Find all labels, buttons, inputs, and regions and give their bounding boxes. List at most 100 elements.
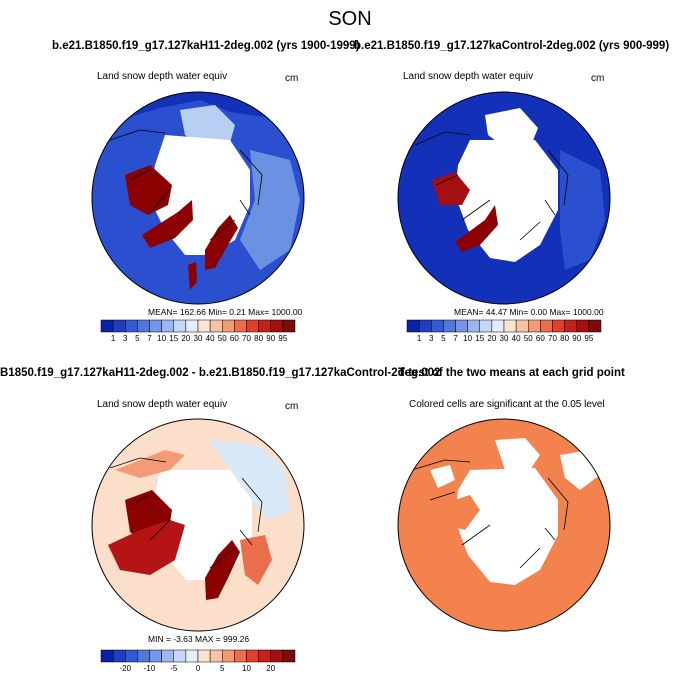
colorbar-tick-label: 40 (511, 334, 521, 343)
colorbar-swatch (431, 319, 444, 333)
ttest-polar-map (398, 419, 610, 631)
colorbar-swatch (576, 319, 590, 333)
colorbar-tick-label: -20 (119, 664, 132, 673)
colorbar-swatch (588, 319, 602, 333)
colorbar-tick-label: 10 (463, 334, 473, 343)
colorbar-swatch (222, 649, 235, 663)
colorbar-tick-label: 30 (193, 334, 203, 343)
colorbar-tick-label: 60 (535, 334, 545, 343)
colorbar-tick-label: 10 (157, 334, 167, 343)
colorbar-tick-label: 7 (147, 334, 152, 343)
colorbar-tick-label: 15 (475, 334, 485, 343)
colorbar-tick-label: 90 (266, 334, 276, 343)
case-panel-title: b.e21.B1850.f19_g17.127kaH11-2deg.002 (y… (52, 40, 360, 52)
colorbar-tick-label: 30 (499, 334, 509, 343)
colorbar-tick-label: 20 (487, 334, 497, 343)
control-panel-title: b.e21.B1850.f19_g17.127kaControl-2deg.00… (354, 40, 670, 52)
diff-panel-title: B1850.f19_g17.127kaH11-2deg.002 - b.e21.… (0, 367, 441, 379)
colorbar-tick-label: 1 (416, 334, 422, 343)
case-stats: MEAN= 162.66 Min= 0.21 Max= 1000.00 (148, 307, 303, 317)
colorbar-swatch (209, 649, 223, 663)
colorbar-swatch (246, 319, 259, 333)
colorbar-swatch (173, 649, 187, 663)
case-variable-label: Land snow depth water equiv (97, 71, 228, 82)
colorbar-swatch (270, 319, 284, 333)
case-colorbar (100, 319, 296, 333)
colorbar-tick-label: 95 (584, 334, 594, 343)
colorbar-tick-label: 70 (548, 334, 557, 343)
colorbar-swatch (455, 319, 468, 333)
colorbar-tick-label: 5 (220, 664, 225, 673)
colorbar-swatch (467, 319, 480, 333)
colorbar-tick-label: 90 (572, 334, 582, 343)
colorbar-swatch (161, 649, 174, 663)
colorbar-tick-label: 5 (441, 334, 446, 343)
colorbar-swatch (161, 319, 174, 333)
diff-colorbar (100, 649, 296, 663)
diff-stats: MIN = -3.63 MAX = 999.26 (148, 634, 250, 644)
colorbar-swatch (100, 649, 114, 663)
colorbar-swatch (137, 649, 150, 663)
diff-polar-map (92, 419, 304, 631)
colorbar-swatch (515, 319, 529, 333)
colorbar-swatch (209, 319, 223, 333)
colorbar-swatch (100, 319, 114, 333)
colorbar-tick-label: 10 (242, 664, 251, 673)
colorbar-swatch (564, 319, 577, 333)
colorbar-tick-label: 3 (123, 334, 128, 343)
colorbar-tick-label: 80 (254, 334, 264, 343)
colorbar-swatch (479, 319, 493, 333)
colorbar-tick-label: 7 (453, 334, 458, 343)
colorbar-swatch (270, 649, 284, 663)
colorbar-tick-label: 15 (169, 334, 179, 343)
colorbar-swatch (282, 319, 296, 333)
colorbar-tick-label: -10 (143, 664, 156, 673)
colorbar-tick-label: 5 (135, 334, 140, 343)
colorbar-swatch (234, 649, 247, 663)
colorbar-swatch (234, 319, 247, 333)
colorbar-swatch (125, 319, 138, 333)
colorbar-swatch (185, 319, 199, 333)
diff-variable-label: Land snow depth water equiv (97, 399, 228, 410)
colorbar-tick-label: 40 (205, 334, 215, 343)
ttest-panel-title: T-test of the two means at each grid poi… (398, 367, 625, 379)
colorbar-tick-label: 1 (110, 334, 116, 343)
control-variable-label: Land snow depth water equiv (403, 71, 534, 82)
colorbar-swatch (185, 649, 199, 663)
colorbar-swatch (443, 319, 456, 333)
colorbar-swatch (406, 319, 420, 333)
colorbar-swatch (246, 649, 259, 663)
colorbar-tick-label: 70 (242, 334, 251, 343)
colorbar-swatch (540, 319, 553, 333)
colorbar-tick-label: 60 (229, 334, 239, 343)
case-units-label: cm (285, 73, 299, 84)
colorbar-swatch (491, 319, 505, 333)
colorbar-swatch (282, 649, 296, 663)
colorbar-tick-label: 50 (523, 334, 533, 343)
colorbar-swatch (173, 319, 187, 333)
colorbar-swatch (149, 319, 162, 333)
control-stats: MEAN= 44.47 Min= 0.00 Max= 1000.00 (454, 307, 604, 317)
colorbar-swatch (112, 319, 126, 333)
colorbar-tick-label: 20 (266, 664, 276, 673)
colorbar-swatch (258, 319, 271, 333)
control-polar-map (398, 92, 610, 304)
colorbar-tick-label: 50 (217, 334, 227, 343)
colorbar-swatch (112, 649, 126, 663)
colorbar-tick-label: 95 (278, 334, 288, 343)
colorbar-swatch (503, 319, 517, 333)
control-colorbar (406, 319, 602, 333)
colorbar-swatch (222, 319, 235, 333)
colorbar-swatch (197, 649, 211, 663)
figure-title: SON (328, 8, 372, 30)
colorbar-swatch (197, 319, 211, 333)
colorbar-swatch (137, 319, 150, 333)
colorbar-swatch (125, 649, 138, 663)
colorbar-swatch (149, 649, 162, 663)
colorbar-tick-label: 3 (429, 334, 434, 343)
control-units-label: cm (591, 73, 605, 84)
colorbar-tick-label: 20 (181, 334, 191, 343)
diff-units-label: cm (285, 401, 299, 412)
